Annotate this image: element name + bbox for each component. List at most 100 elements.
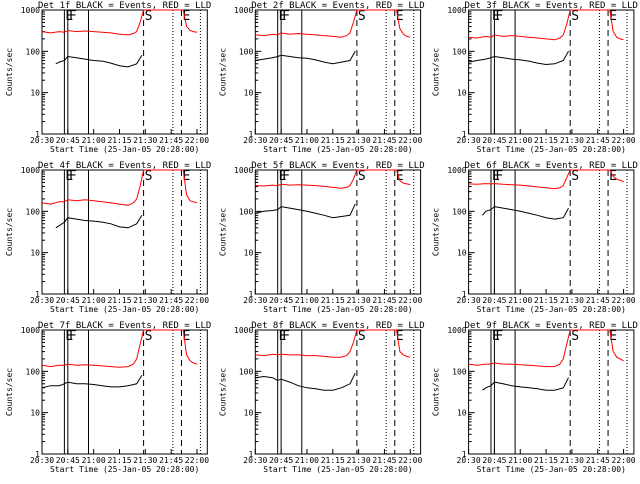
- x-tick-label: 21:45: [372, 296, 396, 305]
- x-tick-label: 20:30: [30, 456, 54, 465]
- plot-frame: [254, 169, 422, 295]
- y-tick-label: 1: [462, 450, 467, 459]
- events-series-line: [41, 375, 143, 389]
- lld-series-line: [468, 169, 624, 190]
- y-tick-label: 10: [244, 409, 254, 418]
- x-tick-label: 22:00: [185, 136, 209, 145]
- x-tick-label: 20:30: [243, 296, 267, 305]
- x-tick-label: 21:45: [586, 136, 610, 145]
- x-axis-label: Start Time (25-Jan-05 20:28:00): [50, 465, 199, 474]
- x-tick-label: 21:00: [295, 296, 319, 305]
- lld-series-line: [255, 169, 411, 189]
- y-tick-label: 1: [35, 130, 40, 139]
- event-marker-label: E: [65, 329, 73, 344]
- detector-panel: Det 5f BLACK = Events, RED = LLD 1 10 100 10…: [218, 161, 424, 314]
- panel-title: Det 8f BLACK = Events, RED = LLD: [251, 321, 424, 331]
- x-tick-label: 21:30: [133, 456, 157, 465]
- detector-panel: Det 6f BLACK = Events, RED = LLD 1 10 100 10…: [432, 161, 638, 314]
- y-tick-label: 10: [457, 409, 467, 418]
- x-axis-label: Start Time (25-Jan-05 20:28:00): [263, 145, 412, 154]
- x-tick-label: 21:00: [295, 136, 319, 145]
- events-series-line: [255, 203, 356, 219]
- y-tick-label: 10: [30, 249, 40, 258]
- detector-panel: Det 9f BLACK = Events, RED = LLD 1 10 100 10…: [432, 321, 638, 474]
- events-series-line: [255, 51, 356, 65]
- y-tick-label: 10: [244, 249, 254, 258]
- y-tick-label: 1: [462, 130, 467, 139]
- y-tick-label: 100: [239, 207, 254, 216]
- events-series-line: [55, 55, 143, 68]
- x-tick-label: 20:45: [482, 136, 506, 145]
- event-marker-label: F: [282, 169, 290, 184]
- x-tick-label: 21:15: [321, 456, 345, 465]
- x-tick-label: 21:45: [586, 456, 610, 465]
- event-marker-label: S: [145, 329, 153, 344]
- x-tick-label: 21:30: [133, 136, 157, 145]
- x-tick-label: 21:30: [133, 296, 157, 305]
- detector-panel: Det 2f BLACK = Events, RED = LLD 1 10 100 10…: [218, 1, 424, 154]
- x-tick-label: 21:45: [159, 296, 183, 305]
- event-marker-label: E: [65, 169, 73, 184]
- panel-title: Det 4f BLACK = Events, RED = LLD: [38, 161, 211, 171]
- y-axis-label: Counts/sec: [432, 368, 441, 416]
- x-tick-label: 21:15: [107, 296, 131, 305]
- event-marker-label: E: [492, 9, 500, 24]
- y-axis-label: Counts/sec: [5, 48, 14, 96]
- y-tick-label: 100: [452, 47, 467, 56]
- lld-series-line: [41, 169, 198, 206]
- event-marker-label: F: [282, 9, 290, 24]
- event-marker-label: F: [282, 329, 290, 344]
- x-tick-label: 21:15: [107, 456, 131, 465]
- y-tick-label: 100: [452, 207, 467, 216]
- y-tick-label: 1000: [447, 166, 466, 175]
- y-tick-label: 10: [30, 409, 40, 418]
- x-tick-label: 20:45: [56, 136, 80, 145]
- x-tick-label: 21:45: [372, 136, 396, 145]
- y-tick-label: 100: [26, 47, 41, 56]
- x-tick-label: 21:15: [534, 136, 558, 145]
- event-marker-label: E: [396, 9, 404, 24]
- events-series-line: [468, 51, 569, 66]
- panel-title: Det 7f BLACK = Events, RED = LLD: [38, 321, 211, 331]
- lld-series-line: [255, 329, 411, 358]
- x-tick-label: 20:30: [457, 456, 481, 465]
- event-marker-label: E: [492, 329, 500, 344]
- x-tick-label: 20:30: [243, 456, 267, 465]
- x-tick-label: 21:30: [560, 136, 584, 145]
- event-marker-label: F: [69, 9, 77, 24]
- event-marker-label: E: [65, 9, 73, 24]
- event-marker-label: S: [358, 169, 366, 184]
- y-tick-label: 10: [457, 249, 467, 258]
- event-marker-label: E: [609, 9, 617, 24]
- detector-panel: Det 8f BLACK = Events, RED = LLD 1 10 100 10…: [218, 321, 424, 474]
- y-tick-label: 100: [26, 207, 41, 216]
- x-axis-label: Start Time (25-Jan-05 20:28:00): [477, 145, 626, 154]
- x-axis-label: Start Time (25-Jan-05 20:28:00): [477, 305, 626, 314]
- y-axis-label: Counts/sec: [432, 208, 441, 256]
- detector-panel: Det 7f BLACK = Events, RED = LLD 1 10 100 10…: [5, 321, 211, 474]
- x-tick-label: 21:30: [560, 456, 584, 465]
- x-tick-label: 21:45: [159, 456, 183, 465]
- event-marker-label: E: [396, 329, 404, 344]
- x-tick-label: 21:30: [560, 296, 584, 305]
- x-axis-label: Start Time (25-Jan-05 20:28:00): [263, 305, 412, 314]
- event-marker-label: E: [279, 9, 287, 24]
- y-axis-label: Counts/sec: [218, 208, 227, 256]
- detector-panel: Det 4f BLACK = Events, RED = LLD 1 10 100 10…: [5, 161, 211, 314]
- y-tick-label: 1: [462, 290, 467, 299]
- x-axis-label: Start Time (25-Jan-05 20:28:00): [477, 465, 626, 474]
- y-tick-label: 1000: [21, 6, 40, 15]
- lld-series-line: [41, 329, 198, 368]
- x-tick-label: 21:15: [321, 136, 345, 145]
- lld-series-line: [468, 329, 624, 368]
- y-axis-label: Counts/sec: [218, 368, 227, 416]
- y-tick-label: 100: [239, 47, 254, 56]
- event-marker-label: S: [145, 9, 153, 24]
- x-tick-label: 22:00: [398, 136, 422, 145]
- detector-panel: Det 3f BLACK = Events, RED = LLD 1 10 100 10…: [432, 1, 638, 154]
- event-marker-label: F: [495, 9, 503, 24]
- plot-frame: [468, 9, 635, 135]
- x-tick-label: 21:45: [159, 136, 183, 145]
- x-tick-label: 21:30: [347, 136, 371, 145]
